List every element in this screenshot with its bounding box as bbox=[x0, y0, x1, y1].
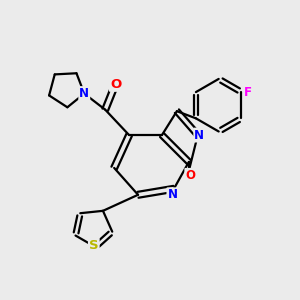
Text: N: N bbox=[79, 87, 89, 100]
Text: N: N bbox=[194, 129, 204, 142]
Text: N: N bbox=[167, 188, 177, 201]
Text: F: F bbox=[244, 85, 252, 99]
Text: O: O bbox=[185, 169, 195, 182]
Text: S: S bbox=[89, 239, 99, 252]
Text: O: O bbox=[110, 78, 121, 91]
